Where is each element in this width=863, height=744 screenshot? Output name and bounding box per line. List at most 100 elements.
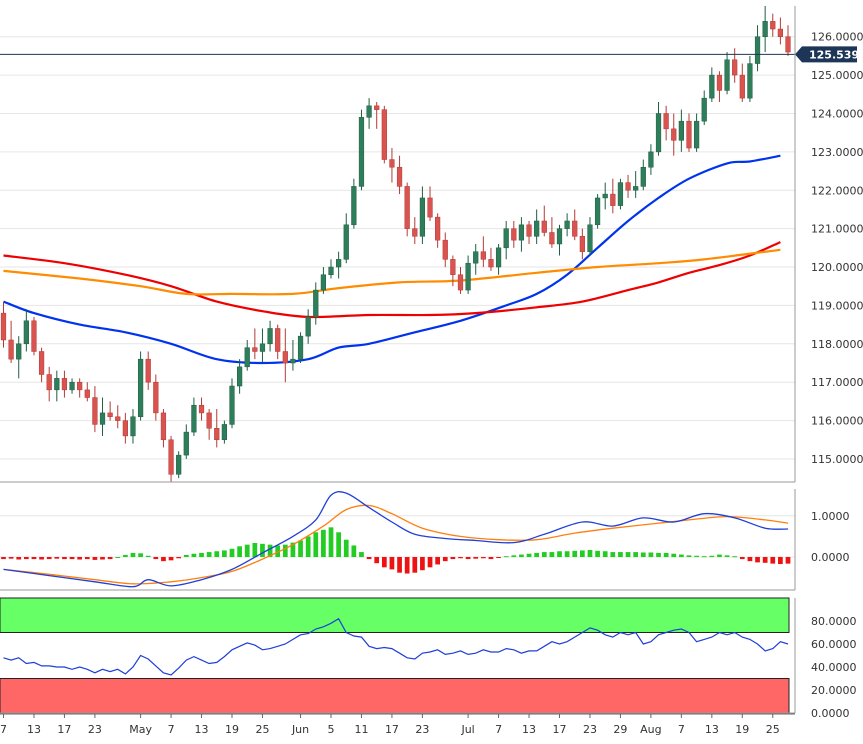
macd-histogram-bar [69, 557, 75, 560]
moving-average-line [3, 241, 781, 319]
rsi-tick-label: 0.0000 [811, 707, 850, 720]
macd-histogram-bar [381, 557, 387, 568]
macd-histogram-bar [138, 553, 143, 558]
macd-histogram-bar [557, 551, 562, 558]
candle-body [488, 259, 494, 268]
rsi-tick-label: 20.0000 [811, 684, 857, 697]
price-tick-label: 122.0000 [811, 184, 863, 197]
macd-histogram-bar [762, 557, 768, 563]
macd-histogram-bar [23, 557, 29, 560]
macd-histogram-bar [237, 546, 242, 558]
macd-histogram-bar [770, 557, 776, 564]
candle-body [404, 186, 410, 229]
candle-body [168, 439, 174, 475]
candle-body [678, 120, 684, 141]
macd-histogram-bar [54, 557, 60, 559]
candle-body [305, 316, 311, 337]
macd-histogram-bar [648, 552, 654, 558]
candle-body [633, 186, 639, 191]
candle-body [252, 347, 258, 352]
macd-panel[interactable]: 1.0000 0.0000 [0, 489, 850, 590]
candle-body [549, 232, 555, 245]
candle-body [221, 424, 227, 441]
candle-body [762, 21, 768, 37]
macd-histogram-bar [260, 543, 265, 558]
candle-body [244, 347, 250, 368]
price-tick-label: 117.0000 [811, 376, 863, 389]
x-tick-label: 7 [495, 723, 502, 736]
candle-body [442, 239, 448, 260]
candle-body [686, 120, 692, 149]
candle-body [107, 412, 113, 417]
candle-body [259, 343, 266, 352]
macd-histogram-bar [290, 542, 296, 558]
candle-body [671, 128, 677, 141]
macd-histogram-bar [496, 557, 501, 559]
candle-body [602, 193, 608, 199]
rsi-tick-label: 80.0000 [811, 615, 857, 628]
candle-body [160, 412, 167, 441]
candle-body [214, 428, 220, 441]
candle-body [526, 224, 532, 237]
macd-histogram-bar [671, 553, 677, 558]
candle-body [153, 381, 159, 414]
candle-body [191, 404, 197, 433]
rsi-panel[interactable]: 80.0000 60.0000 40.0000 20.0000 0.0000 [0, 597, 857, 720]
candle-body [770, 21, 776, 30]
candle-body [46, 374, 52, 391]
macd-histogram-bar [161, 557, 166, 562]
x-tick-label: 13 [195, 723, 209, 736]
macd-histogram-bar [244, 544, 250, 558]
candle-body [77, 381, 83, 391]
price-plot-area [0, 6, 795, 482]
candle-body [754, 36, 761, 64]
macd-histogram-bar [404, 557, 410, 574]
macd-histogram-bar [176, 557, 182, 559]
macd-histogram-bar [343, 539, 349, 558]
macd-histogram-bar [130, 552, 136, 558]
candle-body [115, 416, 121, 421]
rsi-oversold-zone [0, 678, 790, 714]
candle-body [511, 228, 517, 241]
moving-average-line [3, 154, 781, 365]
moving-average-line [3, 248, 781, 296]
candle-body [229, 385, 235, 425]
candle-body [610, 193, 616, 206]
candle-body [313, 289, 319, 318]
candle-body [625, 182, 631, 191]
x-tick-label: 23 [415, 723, 429, 736]
macd-histogram-bar [84, 557, 90, 560]
macd-histogram-bar [755, 557, 760, 563]
candle-body [465, 262, 471, 291]
macd-histogram-bar [267, 544, 273, 558]
candle-body [724, 59, 730, 91]
candle-body [701, 97, 707, 122]
price-panel[interactable]: 115.0000 116.0000 117.0000 118.0000 119.0000… [0, 6, 863, 482]
candle-body [130, 416, 136, 437]
macd-histogram-bar [46, 557, 52, 560]
candle-body [427, 197, 433, 218]
macd-histogram-bar [31, 557, 37, 560]
macd-histogram-bar [214, 551, 220, 558]
candle-body [358, 117, 365, 187]
candle-body [267, 328, 273, 345]
macd-histogram-bar [77, 557, 83, 560]
candle-body [31, 320, 37, 352]
candle-body [564, 220, 570, 229]
candle-body [640, 166, 646, 187]
rsi-tick-label: 40.0000 [811, 661, 857, 674]
price-tick-label: 119.0000 [811, 299, 863, 312]
candle-body [99, 412, 106, 425]
macd-histogram-bar [595, 550, 600, 558]
candle-body [396, 166, 403, 187]
macd-histogram-bar [686, 555, 692, 558]
macd-histogram-bar [145, 555, 151, 558]
macd-histogram-bar [739, 557, 745, 560]
current-price-tag [795, 46, 857, 63]
candle-body [663, 113, 669, 130]
x-tick-label: 19 [735, 723, 749, 736]
macd-histogram-bar [313, 532, 319, 558]
macd-histogram-bar [709, 555, 715, 558]
macd-histogram-bar [123, 554, 128, 558]
